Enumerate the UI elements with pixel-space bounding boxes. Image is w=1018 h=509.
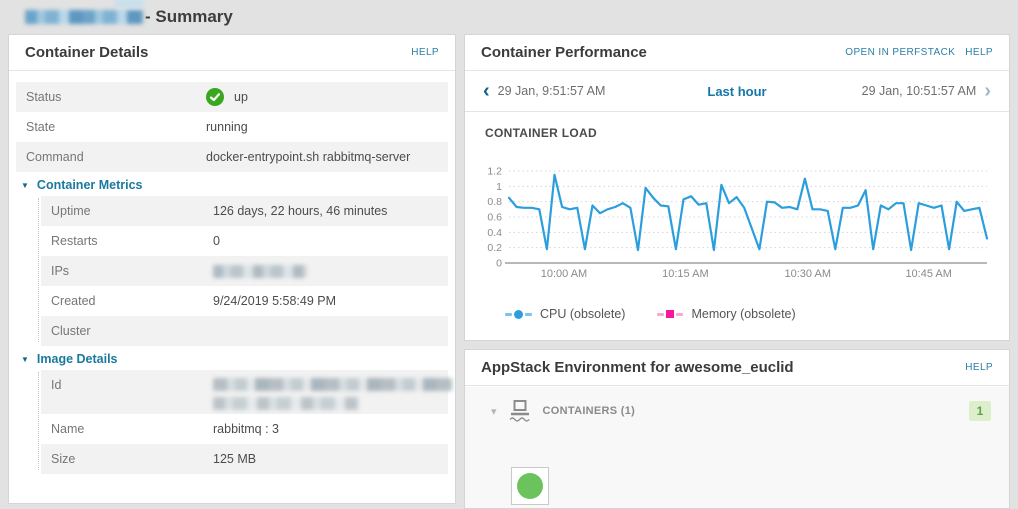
container-metrics-section: ▼ Container Metrics Uptime 126 days, 22 … [9,172,455,346]
appstack-help-link[interactable]: HELP [965,362,993,373]
chart-legend: CPU (obsolete) Memory (obsolete) [505,307,796,321]
details-help-link[interactable]: HELP [411,47,439,58]
row-value: 0 [213,234,220,248]
row-label: Restarts [51,234,98,248]
row-label: Size [51,452,76,466]
redacted-id-value-line2 [213,397,359,410]
performance-help-link[interactable]: HELP [965,47,993,58]
svg-text:0.6: 0.6 [487,212,502,224]
row-value: 125 MB [213,452,257,466]
row-label: Id [51,378,62,392]
table-row-state: State running [16,112,448,142]
container-details-panel: Container Details HELP Status up State r… [8,34,456,504]
section-title: Container Metrics [36,178,143,192]
time-range-end: 29 Jan, 10:51:57 AM [861,84,977,98]
table-row-uptime: Uptime 126 days, 22 hours, 46 minutes [41,196,448,226]
row-label: Uptime [51,204,91,218]
page-header: - Summary [0,0,1018,34]
svg-text:1: 1 [496,181,502,193]
table-row-ips: IPs [41,256,448,286]
row-label: Status [26,90,62,104]
chart-title: CONTAINER LOAD [485,126,597,140]
containers-group-label: CONTAINERS (1) [542,405,636,417]
row-value: 9/24/2019 5:58:49 PM [213,294,337,308]
row-value: docker-entrypoint.sh rabbitmq-server [206,150,411,164]
container-ship-icon [508,400,530,422]
section-indent-guide [38,198,39,342]
table-row-name: Name rabbitmq : 3 [41,414,448,444]
section-indent-guide [38,372,39,470]
svg-text:10:15 AM: 10:15 AM [662,268,708,280]
time-range-preset[interactable]: Last hour [707,83,767,99]
row-value: rabbitmq : 3 [213,422,280,436]
redacted-ip-value [213,264,307,278]
row-label: Name [51,422,85,436]
row-value: up [234,90,248,104]
containers-count-badge: 1 [969,401,991,421]
cpu-series-marker-icon [505,309,532,319]
open-in-perfstack-link[interactable]: OPEN IN PERFSTACK [845,47,956,58]
memory-series-marker-icon [657,310,684,318]
next-time-chevron-icon[interactable]: › [984,80,991,102]
collapse-triangle-icon: ▼ [21,180,29,190]
collapse-triangle-icon: ▼ [21,354,29,364]
table-row-restarts: Restarts 0 [41,226,448,256]
svg-text:0.8: 0.8 [487,196,502,208]
svg-text:10:00 AM: 10:00 AM [541,268,587,280]
table-row-cluster: Cluster [41,316,448,346]
appstack-body: ▾ CONTAINERS (1) 1 [465,387,1009,508]
container-details-title: Container Details [25,44,149,61]
legend-item-memory[interactable]: Memory (obsolete) [657,307,796,321]
time-range-bar: ‹ 29 Jan, 9:51:57 AM Last hour 29 Jan, 1… [465,71,1009,112]
legend-item-cpu[interactable]: CPU (obsolete) [505,307,625,321]
container-node[interactable] [511,467,549,505]
svg-text:10:45 AM: 10:45 AM [905,268,951,280]
status-up-icon [206,88,224,106]
redacted-id-value-line1 [213,378,453,391]
table-row-command: Command docker-entrypoint.sh rabbitmq-se… [16,142,448,172]
group-collapse-caret-icon[interactable]: ▾ [491,405,497,418]
row-value: running [206,120,248,134]
svg-text:10:30 AM: 10:30 AM [785,268,831,280]
page-title: - Summary [145,7,233,26]
container-metrics-section-toggle[interactable]: ▼ Container Metrics [9,172,455,196]
image-details-section-toggle[interactable]: ▼ Image Details [9,346,455,370]
legend-label: Memory (obsolete) [691,307,796,321]
container-status-dot-icon [517,473,543,499]
container-load-chart[interactable]: 0 0.2 0.4 0.6 0.8 1 1.2 10:00 AM 10:15 AM 10:30 A… [465,147,1011,285]
containers-group-row: ▾ CONTAINERS (1) 1 [465,387,1009,423]
row-label: State [26,120,56,134]
table-row-created: Created 9/24/2019 5:58:49 PM [41,286,448,316]
row-label: Created [51,294,96,308]
time-range-start: 29 Jan, 9:51:57 AM [497,84,606,98]
table-row-status: Status up [16,82,448,112]
appstack-environment-panel: AppStack Environment for awesome_euclid … [464,349,1010,509]
table-row-size: Size 125 MB [41,444,448,474]
row-label: IPs [51,264,70,278]
appstack-title: AppStack Environment for awesome_euclid [481,359,794,376]
redacted-container-name-fragment [115,0,143,8]
table-row-id: Id [41,370,453,414]
svg-text:1.2: 1.2 [487,166,502,178]
container-performance-title: Container Performance [481,44,647,61]
row-value: 126 days, 22 hours, 46 minutes [213,204,388,218]
image-details-section: ▼ Image Details Id Name rabbitmq : 3 Siz… [9,346,455,474]
row-label: Cluster [51,324,91,338]
svg-text:0.2: 0.2 [487,242,502,254]
section-title: Image Details [36,352,118,366]
svg-text:0.4: 0.4 [487,227,502,239]
redacted-container-name [25,10,143,24]
container-performance-panel: Container Performance OPEN IN PERFSTACK … [464,34,1010,341]
previous-time-chevron-icon[interactable]: ‹ [483,80,490,102]
row-label: Command [26,150,84,164]
svg-text:0: 0 [496,258,502,270]
legend-label: CPU (obsolete) [540,307,626,321]
